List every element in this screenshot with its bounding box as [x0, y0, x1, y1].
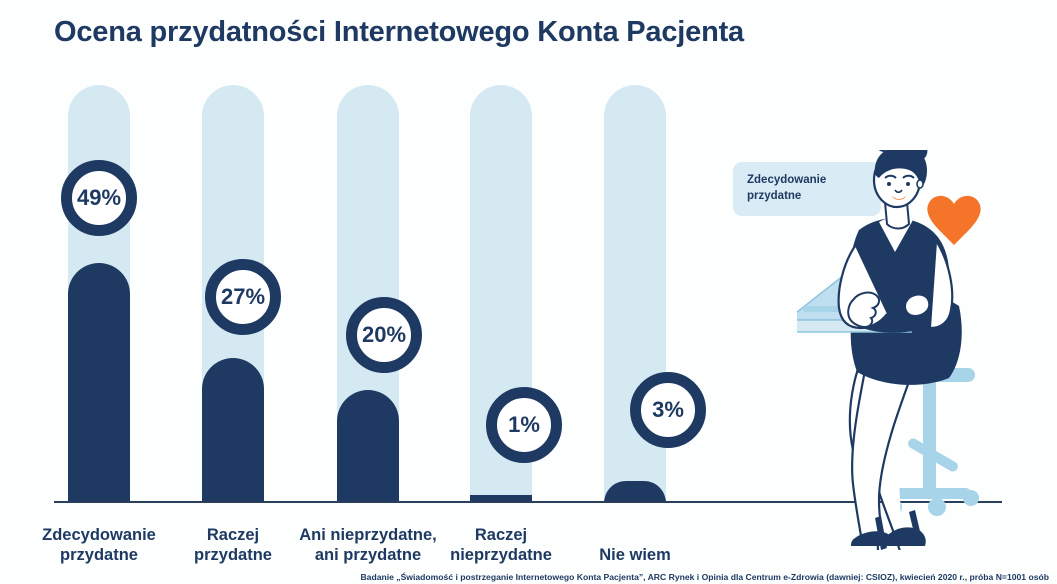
category-label-4: Raczej nieprzydatne [406, 525, 596, 566]
earring [916, 179, 924, 189]
page-title: Ocena przydatności Internetowego Konta P… [54, 16, 744, 48]
value-bubble-2: 27% [205, 259, 281, 335]
category-label-line: Nie wiem [599, 546, 671, 565]
category-label-line: Ani nieprzydatne, [299, 525, 437, 544]
value-bubble-3: 20% [346, 297, 422, 373]
face-details [884, 174, 915, 194]
category-label-line: przydatne [60, 546, 138, 565]
hair [874, 150, 928, 188]
axis-baseline [54, 501, 1002, 503]
bar-fill [202, 358, 264, 503]
value-bubble-5: 3% [630, 372, 706, 448]
callout-text: Zdecydowanie przydatne [747, 174, 827, 202]
category-label-line: Zdecydowanie [42, 525, 156, 544]
bar-fill [337, 390, 399, 503]
category-label-line: Raczej [474, 525, 528, 544]
category-label-2: Raczej przydatne [138, 525, 328, 566]
mouth [892, 196, 906, 200]
category-label-line: nieprzydatne [450, 546, 552, 565]
category-label-3: Ani nieprzydatne, ani przydatne [273, 525, 463, 566]
bar-fill [604, 481, 666, 503]
category-label-line: Raczej [206, 525, 260, 544]
category-label-5: Nie wiem [540, 545, 730, 566]
value-bubble-1: 49% [61, 160, 137, 236]
hands [847, 291, 931, 329]
callout-bubble: Zdecydowanie przydatne [733, 162, 894, 217]
category-label-1: Zdecydowanie przydatne [4, 525, 194, 566]
bar-fill [470, 495, 532, 503]
woman-with-laptop-illustration [797, 150, 981, 550]
neck [883, 201, 911, 230]
legs [848, 333, 925, 550]
category-label-line: ani przydatne [314, 546, 422, 565]
value-bubble-4: 1% [486, 387, 562, 463]
category-label-line: przydatne [194, 546, 272, 565]
high-heel-shoes [851, 510, 926, 550]
bar-fill [68, 263, 130, 503]
heart-icon [927, 195, 981, 245]
source-footnote: Badanie „Świadomość i postrzeganie Inter… [360, 572, 1049, 582]
